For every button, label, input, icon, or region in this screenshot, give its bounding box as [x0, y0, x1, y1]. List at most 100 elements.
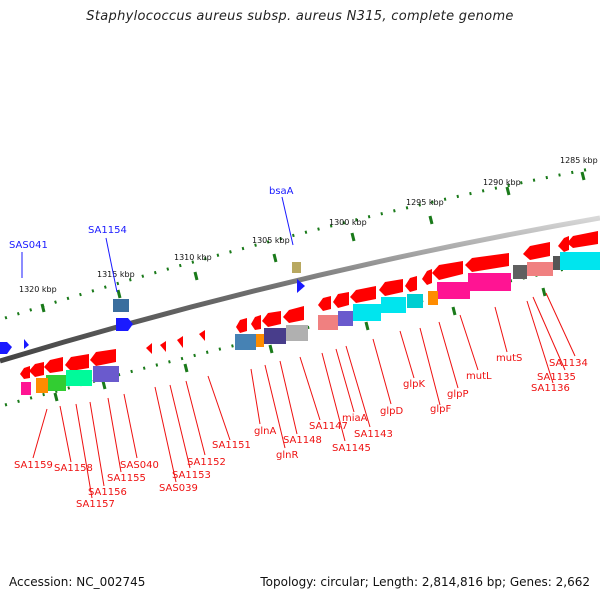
gene-glpK[interactable] — [379, 279, 403, 296]
domain-SA1145[interactable] — [318, 315, 338, 330]
label-SA1159[interactable]: SA1159 — [14, 460, 53, 471]
reverse-strand-domains — [21, 252, 600, 395]
gene-SA1134[interactable] — [567, 231, 598, 248]
gene-mutL[interactable] — [432, 261, 463, 280]
label-SA1153[interactable]: SA1153 — [172, 470, 211, 481]
gene-mutS[interactable] — [465, 253, 509, 272]
gene-SA1154[interactable] — [116, 318, 133, 331]
gene-SA1148[interactable] — [262, 311, 281, 327]
scale-label-1285: 1285 kbp — [560, 156, 598, 165]
domain-glpD[interactable] — [353, 304, 381, 321]
label-mutS[interactable]: mutS — [496, 353, 522, 364]
label-SA1143[interactable]: SA1143 — [354, 429, 393, 440]
reverse-leaders — [32, 292, 576, 499]
label-SA1158[interactable]: SA1158 — [54, 463, 93, 474]
domain-SA1135-a[interactable] — [553, 256, 560, 270]
label-SA1145[interactable]: SA1145 — [332, 443, 371, 454]
topology-label: Topology: circular; Length: 2,814,816 bp… — [260, 575, 590, 589]
label-glpD[interactable]: glpD — [380, 406, 403, 417]
genome-backbone — [0, 215, 600, 364]
gene-miaA[interactable] — [333, 292, 349, 308]
scale-label-1320: 1320 kbp — [19, 285, 57, 294]
gene-SA1155[interactable] — [65, 354, 89, 371]
gene-SAS039[interactable] — [146, 343, 152, 354]
gene-SA1147[interactable] — [283, 306, 304, 323]
label-SA1156[interactable]: SA1156 — [88, 487, 127, 498]
scale-label-1295: 1295 kbp — [406, 198, 444, 207]
gene-SAS041[interactable] — [0, 342, 12, 354]
gene-SA1157[interactable] — [29, 362, 44, 377]
domain-glpK[interactable] — [381, 297, 406, 313]
scale-label-1315: 1315 kbp — [97, 270, 135, 279]
domain-glpP[interactable] — [428, 291, 438, 305]
feature-SA1154-domain[interactable] — [113, 299, 129, 312]
label-SA1155[interactable]: SA1155 — [107, 473, 146, 484]
label-SA1136[interactable]: SA1136 — [531, 383, 570, 394]
gene-SA1158[interactable] — [20, 366, 30, 379]
label-SA1134[interactable]: SA1134 — [549, 358, 588, 369]
gene-SA1145[interactable] — [318, 296, 331, 311]
domain-mutL[interactable] — [437, 282, 470, 299]
map-title: Staphylococcus aureus subsp. aureus N315… — [86, 9, 514, 24]
label-SA1157[interactable]: SA1157 — [76, 499, 115, 510]
forward-leaders — [21, 196, 294, 293]
label-SAS039[interactable]: SAS039 — [159, 483, 198, 494]
domain-SAS040[interactable] — [93, 366, 119, 382]
gene-SA1153[interactable] — [160, 341, 166, 352]
scale-label-1300: 1300 kbp — [329, 218, 367, 227]
label-bsaA[interactable]: bsaA — [269, 186, 294, 197]
label-SAS041[interactable]: SAS041 — [9, 240, 48, 251]
label-mutL[interactable]: mutL — [466, 371, 492, 382]
domain-SA1148[interactable] — [264, 328, 286, 344]
scale-label-1310: 1310 kbp — [174, 253, 212, 262]
label-SA1152[interactable]: SA1152 — [187, 457, 226, 468]
label-SA1148[interactable]: SA1148 — [283, 435, 322, 446]
label-SA1154[interactable]: SA1154 — [88, 225, 127, 236]
reverse-labels: SA1134 SA1135 SA1136 mutS mutL glpP glpF… — [14, 353, 588, 510]
gene-SAS040[interactable] — [90, 349, 116, 366]
gene-SA1156[interactable] — [44, 357, 63, 373]
label-glnA[interactable]: glnA — [254, 426, 276, 437]
label-glpF[interactable]: glpF — [430, 404, 451, 415]
gene-glnR[interactable] — [251, 315, 261, 330]
domain-glnR[interactable] — [256, 334, 264, 347]
reverse-strand-genes — [20, 231, 598, 379]
domain-SA1155[interactable] — [66, 370, 92, 386]
label-SA1147[interactable]: SA1147 — [309, 421, 348, 432]
label-SA1151[interactable]: SA1151 — [212, 440, 251, 451]
gene-SA1136[interactable] — [523, 242, 550, 260]
major-ticks — [40, 171, 586, 402]
gene-SA1151[interactable] — [199, 330, 205, 341]
accession-label: Accession: NC_002745 — [9, 575, 146, 589]
domain-SA1158[interactable] — [21, 382, 31, 395]
gene-SA1135[interactable] — [558, 236, 569, 252]
gene-SA1152[interactable] — [177, 336, 183, 348]
label-glnR[interactable]: glnR — [276, 450, 298, 461]
domain-SA1147[interactable] — [286, 325, 308, 341]
gene-bsaA[interactable] — [297, 279, 305, 293]
feature-bsaA-domain[interactable] — [292, 262, 301, 273]
gene-glpP[interactable] — [422, 269, 432, 285]
label-SAS040[interactable]: SAS040 — [120, 460, 159, 471]
domain-SA1134[interactable] — [560, 252, 600, 270]
label-glpK[interactable]: glpK — [403, 379, 425, 390]
domain-glnA[interactable] — [235, 334, 256, 350]
gene-SAS041-tip[interactable] — [24, 339, 29, 349]
domain-SA1157[interactable] — [36, 378, 48, 393]
domain-SA1136-b[interactable] — [513, 265, 527, 279]
label-miaA[interactable]: miaA — [342, 413, 368, 424]
gene-glnA[interactable] — [236, 318, 247, 333]
gene-glpF[interactable] — [405, 276, 417, 292]
domain-miaA[interactable] — [338, 311, 353, 326]
gene-glpD[interactable] — [350, 286, 376, 303]
domain-mutS[interactable] — [468, 273, 511, 291]
scale-label-1305: 1305 kbp — [252, 236, 290, 245]
scale-label-1290: 1290 kbp — [483, 178, 521, 187]
domain-SA1156[interactable] — [46, 375, 66, 391]
forward-strand-genes — [0, 262, 305, 354]
label-glpP[interactable]: glpP — [447, 389, 469, 400]
label-SA1135[interactable]: SA1135 — [537, 372, 576, 383]
domain-SA1136[interactable] — [527, 262, 553, 276]
domain-glpF[interactable] — [407, 294, 423, 308]
